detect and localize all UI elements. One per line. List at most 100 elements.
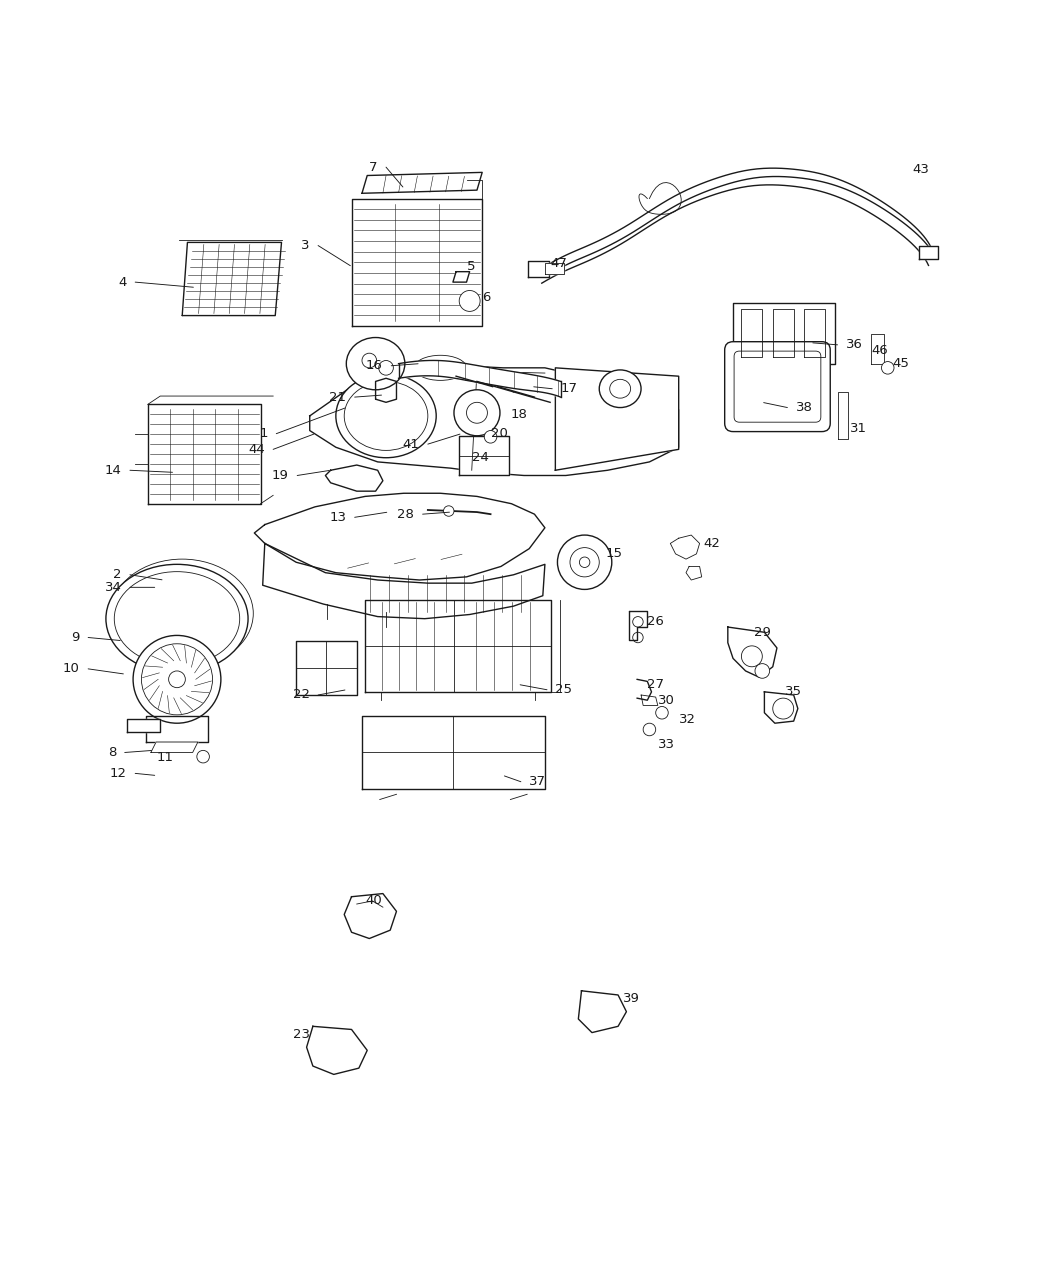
Polygon shape bbox=[326, 465, 383, 491]
Ellipse shape bbox=[599, 370, 641, 408]
Text: 31: 31 bbox=[850, 422, 867, 435]
Polygon shape bbox=[362, 715, 545, 789]
Polygon shape bbox=[837, 391, 848, 439]
Text: 28: 28 bbox=[397, 507, 414, 520]
Polygon shape bbox=[146, 715, 209, 742]
Polygon shape bbox=[804, 310, 825, 357]
Text: 38: 38 bbox=[795, 402, 812, 414]
Circle shape bbox=[454, 390, 500, 436]
Text: 1: 1 bbox=[260, 427, 268, 440]
Text: 11: 11 bbox=[157, 751, 174, 764]
Text: 42: 42 bbox=[704, 537, 721, 550]
Text: 40: 40 bbox=[365, 894, 381, 908]
Text: 32: 32 bbox=[679, 713, 696, 725]
Circle shape bbox=[459, 291, 480, 311]
Text: 33: 33 bbox=[658, 738, 675, 751]
Text: 13: 13 bbox=[329, 511, 346, 524]
Polygon shape bbox=[772, 310, 793, 357]
Text: 37: 37 bbox=[529, 775, 546, 788]
Text: 34: 34 bbox=[105, 581, 122, 594]
Text: 47: 47 bbox=[550, 256, 567, 270]
Text: 10: 10 bbox=[63, 662, 80, 676]
Text: 15: 15 bbox=[606, 547, 623, 561]
Text: 45: 45 bbox=[892, 357, 909, 370]
Circle shape bbox=[484, 431, 497, 444]
Polygon shape bbox=[629, 612, 648, 640]
Text: 9: 9 bbox=[71, 631, 80, 644]
Text: 36: 36 bbox=[846, 338, 863, 352]
Polygon shape bbox=[671, 536, 700, 560]
FancyBboxPatch shape bbox=[724, 342, 830, 432]
Text: 19: 19 bbox=[271, 469, 289, 482]
Polygon shape bbox=[641, 695, 658, 705]
Circle shape bbox=[881, 362, 894, 374]
Text: 7: 7 bbox=[369, 161, 377, 173]
Circle shape bbox=[580, 557, 590, 567]
Polygon shape bbox=[919, 246, 938, 259]
Text: 41: 41 bbox=[402, 437, 419, 450]
Ellipse shape bbox=[346, 338, 405, 390]
Ellipse shape bbox=[111, 560, 254, 668]
Text: 3: 3 bbox=[301, 238, 310, 252]
Polygon shape bbox=[764, 692, 798, 723]
Polygon shape bbox=[545, 264, 564, 274]
Text: 6: 6 bbox=[482, 291, 490, 305]
Polygon shape bbox=[344, 894, 396, 938]
Circle shape bbox=[755, 663, 769, 678]
Text: 18: 18 bbox=[510, 408, 527, 421]
Polygon shape bbox=[453, 272, 470, 282]
Text: 22: 22 bbox=[292, 688, 310, 701]
Circle shape bbox=[741, 646, 762, 667]
Text: 43: 43 bbox=[913, 163, 930, 176]
Polygon shape bbox=[255, 493, 545, 580]
Circle shape bbox=[169, 671, 185, 687]
Circle shape bbox=[443, 506, 454, 516]
Text: 20: 20 bbox=[490, 427, 507, 440]
Text: 12: 12 bbox=[110, 766, 127, 780]
Circle shape bbox=[197, 751, 210, 762]
Text: 27: 27 bbox=[648, 678, 664, 691]
Polygon shape bbox=[375, 379, 396, 403]
Polygon shape bbox=[182, 242, 282, 316]
Text: 29: 29 bbox=[754, 626, 771, 639]
Polygon shape bbox=[297, 640, 356, 695]
Polygon shape bbox=[263, 543, 545, 618]
Polygon shape bbox=[151, 742, 198, 752]
Text: 2: 2 bbox=[113, 569, 122, 581]
Polygon shape bbox=[555, 367, 679, 470]
Polygon shape bbox=[307, 1026, 367, 1075]
Text: 46: 46 bbox=[871, 343, 888, 357]
Circle shape bbox=[362, 353, 376, 367]
Text: 8: 8 bbox=[108, 746, 116, 759]
Circle shape bbox=[656, 706, 669, 719]
Circle shape bbox=[378, 361, 393, 375]
Ellipse shape bbox=[335, 374, 436, 458]
Ellipse shape bbox=[106, 565, 248, 673]
Text: 4: 4 bbox=[118, 275, 127, 288]
Polygon shape bbox=[727, 627, 777, 677]
Text: 14: 14 bbox=[105, 464, 122, 477]
Text: 35: 35 bbox=[785, 686, 803, 699]
Polygon shape bbox=[871, 334, 883, 363]
Polygon shape bbox=[362, 172, 482, 194]
Polygon shape bbox=[310, 366, 679, 476]
Polygon shape bbox=[351, 199, 482, 326]
Text: 26: 26 bbox=[648, 616, 664, 629]
Text: 17: 17 bbox=[561, 382, 577, 395]
Circle shape bbox=[558, 536, 612, 589]
Polygon shape bbox=[733, 303, 835, 363]
Polygon shape bbox=[148, 404, 261, 504]
Text: 16: 16 bbox=[366, 360, 383, 372]
Polygon shape bbox=[686, 566, 702, 580]
Circle shape bbox=[772, 699, 793, 719]
Text: 21: 21 bbox=[329, 390, 346, 404]
Text: 39: 39 bbox=[624, 992, 640, 1005]
Polygon shape bbox=[578, 991, 627, 1033]
Polygon shape bbox=[365, 599, 551, 692]
Text: 23: 23 bbox=[292, 1028, 310, 1042]
Polygon shape bbox=[741, 310, 762, 357]
Text: 30: 30 bbox=[658, 694, 675, 706]
Text: 24: 24 bbox=[472, 451, 488, 464]
Polygon shape bbox=[459, 436, 509, 476]
Text: 5: 5 bbox=[466, 260, 475, 273]
